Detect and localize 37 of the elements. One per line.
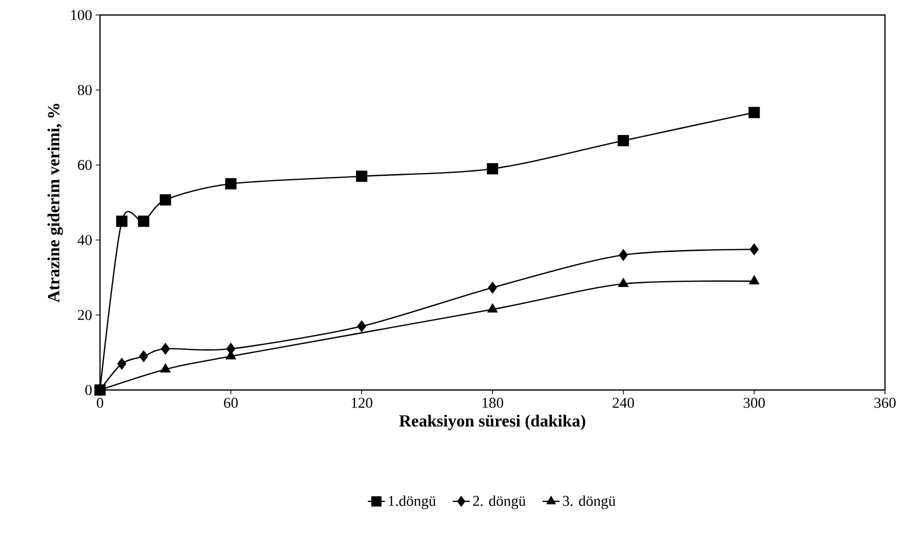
y-tick-label: 40 (78, 234, 92, 246)
point (749, 276, 760, 284)
point (117, 358, 126, 370)
point (139, 350, 148, 362)
point (225, 178, 236, 190)
point (750, 244, 759, 256)
legend-label: 1.döngü (388, 495, 436, 510)
x-tick-label: 120 (352, 398, 372, 408)
point (486, 163, 498, 174)
x-tick-label: 180 (482, 398, 504, 408)
y-tick-label: 0 (85, 384, 92, 396)
point (618, 278, 628, 288)
point (356, 170, 368, 182)
point (488, 282, 497, 294)
y-axis-title: Atrazine giderim verimi, % (47, 104, 63, 303)
point (160, 194, 172, 206)
y-tick-label: 60 (78, 160, 92, 170)
point (116, 216, 128, 227)
point (618, 134, 629, 146)
y-tick-label: 20 (78, 310, 92, 320)
legend-label: 2. döngü (473, 495, 526, 510)
point (618, 249, 628, 261)
x-tick-label: 60 (224, 398, 238, 408)
y-tick-label: 100 (71, 10, 92, 20)
point (488, 304, 498, 313)
y-tick-label: 80 (78, 84, 92, 96)
point (138, 216, 150, 227)
point (161, 343, 170, 354)
x-axis-title: Reaksiyon süresi (dakika) (399, 414, 586, 430)
x-tick-label: 240 (612, 398, 634, 408)
legend-label: 3. döngü (562, 495, 616, 510)
x-tick-label: 300 (744, 398, 765, 408)
point (748, 106, 760, 118)
x-tick-label: 360 (874, 398, 896, 408)
x-tick-label: 0 (96, 398, 104, 408)
point (160, 364, 170, 373)
point (357, 320, 366, 332)
